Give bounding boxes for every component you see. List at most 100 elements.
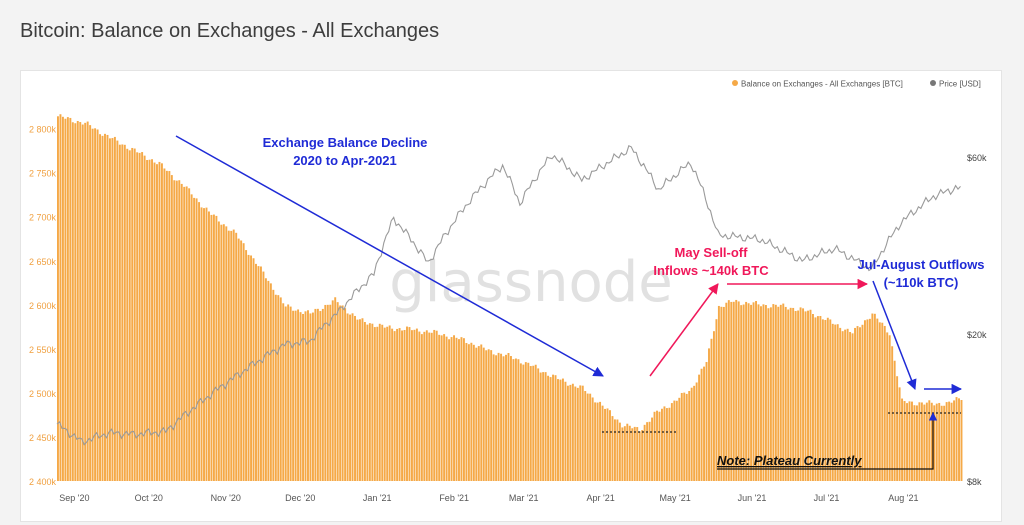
balance-bar: [475, 347, 478, 481]
balance-bar: [336, 302, 339, 481]
balance-bar: [604, 408, 606, 481]
balance-bar: [89, 125, 92, 481]
balance-bar: [878, 322, 881, 481]
balance-bar: [220, 224, 223, 482]
balance-bar: [856, 326, 859, 481]
balance-bar: [287, 304, 290, 481]
balance-bar: [472, 344, 475, 481]
balance-bar: [690, 387, 693, 481]
balance-bar: [606, 408, 609, 481]
y-left-tick-label: 2 650k: [29, 257, 57, 267]
balance-bar: [755, 301, 757, 481]
balance-bar: [262, 271, 265, 481]
balance-bar: [675, 400, 678, 481]
balance-bar: [757, 304, 760, 481]
y-left-tick-label: 2 750k: [29, 169, 57, 179]
balance-bar: [66, 117, 69, 481]
balance-bar: [193, 197, 196, 481]
balance-bar: [76, 121, 79, 481]
may-arrow-up: [649, 283, 719, 377]
balance-bar: [344, 308, 347, 481]
balance-bar: [356, 319, 359, 481]
balance-bar: [938, 402, 941, 481]
y-left-tick-label: 2 800k: [29, 125, 57, 135]
balance-bar: [920, 402, 923, 481]
balance-bar: [156, 164, 158, 481]
balance-bar: [143, 155, 146, 481]
balance-bar: [297, 309, 300, 481]
balance-bar: [351, 313, 354, 481]
balance-bar: [821, 319, 824, 481]
balance-bar: [955, 397, 958, 481]
balance-bar: [698, 374, 701, 481]
balance-bar: [693, 385, 696, 481]
balance-bar: [812, 314, 814, 481]
chart-card: glassnode 2 400k 2 450k 2 500k 2 550k 2 600k…: [20, 70, 1002, 522]
balance-bar: [165, 170, 168, 482]
balance-bar: [386, 326, 389, 481]
balance-bar: [705, 362, 708, 481]
balance-bar: [566, 385, 569, 481]
balance-bar: [784, 306, 787, 481]
balance-bar: [69, 117, 72, 481]
balance-bar: [641, 430, 644, 481]
balance-bar: [616, 419, 619, 481]
balance-bar: [735, 299, 738, 481]
balance-bar: [514, 358, 517, 481]
balance-bar: [925, 402, 928, 481]
legend: Balance on Exchanges - All Exchanges [BT…: [732, 80, 981, 89]
legend-label-balance: Balance on Exchanges - All Exchanges [BT…: [741, 80, 903, 89]
balance-bar: [599, 401, 602, 481]
balance-bar: [767, 308, 770, 481]
balance-bar: [393, 331, 396, 481]
balance-bar: [304, 311, 307, 481]
balance-bar: [683, 392, 686, 481]
balance-bar: [953, 400, 956, 481]
y-right-tick-label: $20k: [967, 330, 987, 340]
balance-bar: [883, 325, 886, 481]
balance-bar: [237, 238, 240, 481]
balance-bar: [311, 312, 314, 481]
balance-bar: [537, 368, 540, 481]
balance-bar: [185, 186, 188, 482]
balance-bar: [688, 391, 691, 481]
balance-bar: [208, 211, 210, 482]
balance-bar: [722, 306, 725, 481]
balance-bar: [574, 386, 577, 481]
balance-bar: [465, 342, 468, 481]
balance-bar: [750, 304, 753, 481]
balance-bar: [104, 133, 106, 481]
balance-bar: [324, 304, 327, 481]
balance-bar: [656, 410, 658, 481]
balance-bar: [561, 378, 564, 481]
x-tick-label: Sep '20: [59, 493, 89, 503]
balance-bar: [230, 230, 233, 481]
balance-bar: [799, 307, 802, 481]
balance-bar: [906, 403, 908, 481]
balance-bar: [844, 329, 847, 481]
balance-bar: [651, 417, 654, 481]
balance-bar: [190, 194, 193, 481]
annotation-decline-line1: Exchange Balance Decline: [263, 135, 428, 150]
balance-bar: [240, 240, 243, 481]
balance-bar: [703, 366, 706, 481]
balance-bar: [269, 283, 272, 481]
balance-bar: [329, 304, 332, 481]
balance-bar: [175, 180, 178, 481]
balance-bar: [591, 397, 594, 481]
balance-bar: [868, 318, 871, 481]
balance-bar: [359, 319, 361, 481]
legend-swatch-price: [930, 80, 936, 86]
balance-bar: [314, 308, 317, 481]
balance-bar: [510, 356, 512, 481]
balance-bar: [519, 363, 522, 481]
x-tick-label: Nov '20: [211, 493, 241, 503]
balance-bar: [91, 128, 94, 481]
balance-bar: [326, 304, 329, 481]
balance-bar: [581, 385, 584, 481]
balance-bar: [715, 319, 718, 481]
balance-bar: [272, 289, 275, 481]
balance-bar: [849, 332, 852, 481]
balance-bar: [500, 353, 503, 481]
balance-bar: [495, 355, 498, 481]
